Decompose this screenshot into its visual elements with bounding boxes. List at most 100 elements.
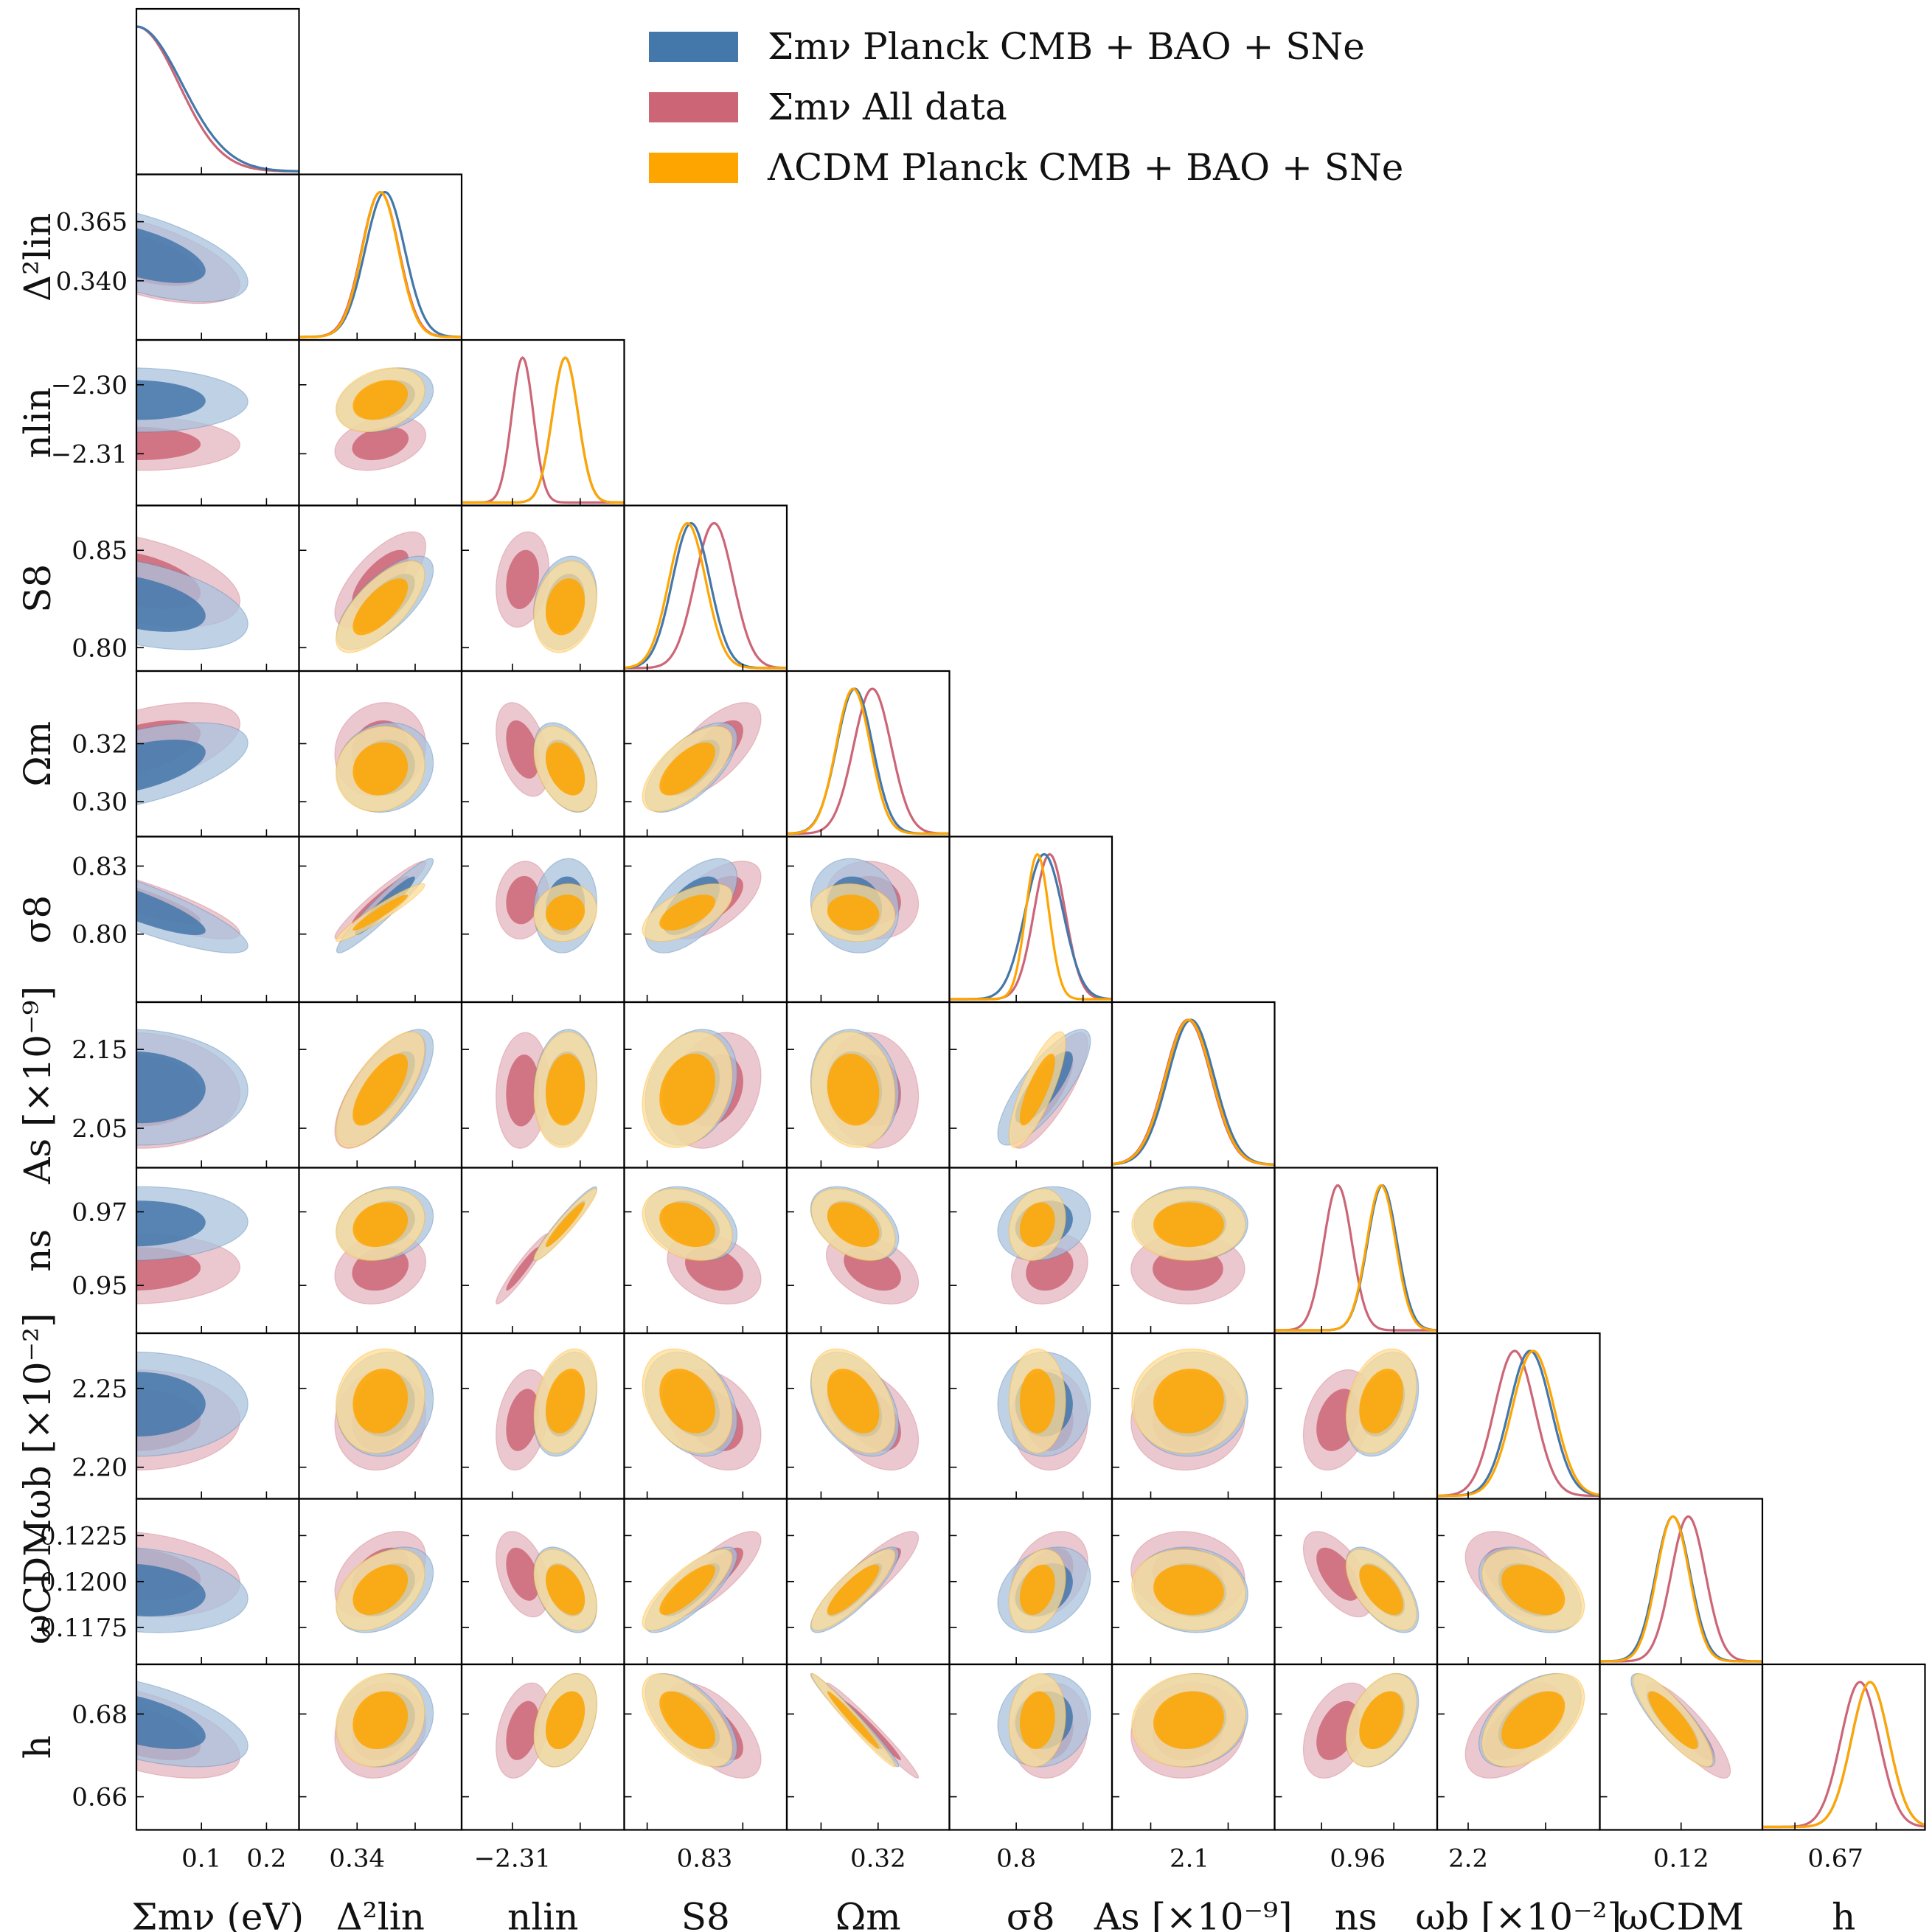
panel-sig8-mnu — [136, 879, 249, 953]
xtick-label-s8-0: 0.83 — [677, 1844, 733, 1874]
contour-om-h-series-2-level-2 — [827, 1691, 880, 1749]
contour-ns-oc-series-2-level-2 — [1359, 1564, 1403, 1616]
panel-h-ns — [1302, 1672, 1420, 1779]
panel-sig8-nlin — [496, 858, 597, 953]
panel-h-sig8 — [997, 1672, 1091, 1779]
contour-nlin-ob-series-1-level-2 — [506, 1389, 539, 1451]
contour-s8-om-series-2-level-2 — [659, 742, 715, 796]
panel-d2lin-d2lin — [299, 190, 462, 338]
legend-label-lcdm-planck: ΛCDM Planck CMB + BAO + SNe — [768, 146, 1404, 189]
xtick-label-om-0: 0.32 — [850, 1844, 906, 1874]
ytick-label-s8-0: 0.80 — [72, 633, 128, 663]
legend: Σmν Planck CMB + BAO + SNe Σmν All data … — [649, 16, 1403, 198]
panel-h-ob — [1464, 1672, 1585, 1779]
contour-s8-sig8-series-2-level-2 — [659, 894, 715, 931]
panel-oc-oc — [1599, 1515, 1762, 1663]
marginal-h-series-2 — [1762, 1681, 1925, 1829]
ytick-label-ns-1: 0.97 — [72, 1198, 128, 1227]
contour-sig8-oc-series-2-level-2 — [1019, 1564, 1055, 1616]
panel-ob-nlin — [496, 1348, 597, 1471]
ytick-label-nlin-0: −2.31 — [51, 439, 128, 469]
panel-as-om — [810, 1029, 920, 1149]
contour-nlin-h-series-2-level-2 — [546, 1691, 585, 1749]
panel-frame-as-as — [1111, 1001, 1276, 1169]
panel-as-mnu — [136, 1029, 249, 1149]
panel-ns-mnu — [136, 1186, 249, 1304]
panel-om-nlin — [496, 702, 597, 813]
panel-sig8-d2lin — [334, 858, 434, 953]
panel-nlin-nlin — [462, 355, 624, 504]
panel-s8-s8 — [624, 521, 787, 670]
ytick-label-oc-1: 0.1200 — [40, 1568, 128, 1597]
contour-mnu-om-series-0-level-2 — [136, 740, 206, 791]
xlabel-om: Ωm — [835, 1896, 901, 1932]
legend-swatch-nu-planck — [649, 31, 738, 62]
marginal-ns-series-0 — [1274, 1184, 1437, 1332]
ylabel-om: Ωm — [16, 721, 59, 787]
ylabel-d2lin: Δ²lin — [16, 213, 59, 302]
legend-label-nu-all: Σmν All data — [768, 86, 1007, 128]
marginal-ns-series-2 — [1274, 1184, 1437, 1332]
ylabel-sig8: σ8 — [16, 895, 59, 944]
panel-mnu-mnu — [136, 25, 299, 173]
panel-frame-oc-oc — [1599, 1498, 1764, 1666]
contour-as-ns-series-2-level-2 — [1153, 1202, 1224, 1248]
contour-d2lin-s8-series-2-level-2 — [352, 578, 409, 636]
xtick-label-as-0: 2.1 — [1170, 1844, 1209, 1874]
xlabel-d2lin: Δ²lin — [336, 1896, 425, 1932]
panel-oc-ob — [1464, 1531, 1585, 1633]
panel-ns-sig8 — [997, 1186, 1091, 1305]
ytick-label-sig8-0: 0.80 — [72, 920, 128, 950]
legend-swatch-nu-all — [649, 91, 738, 122]
contour-ns-ob-series-2-level-2 — [1359, 1369, 1403, 1434]
contour-nlin-ns-series-2-level-2 — [546, 1202, 585, 1248]
marginal-d2lin-series-1 — [299, 190, 462, 338]
panel-sig8-s8 — [642, 858, 762, 953]
contour-nlin-om-series-1-level-2 — [506, 720, 539, 779]
contour-d2lin-ns-series-2-level-2 — [352, 1202, 409, 1248]
contour-sig8-ns-series-2-level-2 — [1019, 1202, 1055, 1248]
contour-s8-ns-series-2-level-2 — [659, 1202, 715, 1248]
contour-ob-oc-series-2-level-2 — [1501, 1564, 1566, 1616]
contour-nlin-s8-series-2-level-2 — [546, 578, 585, 636]
panel-s8-mnu — [136, 536, 249, 650]
marginal-h-series-0 — [1762, 1681, 1925, 1829]
contour-ns-oc-series-1-level-2 — [1316, 1547, 1360, 1601]
xtick-label-mnu-1: 0.2 — [246, 1844, 286, 1874]
ylabel-ns: ns — [16, 1229, 59, 1272]
legend-item-lcdm-planck: ΛCDM Planck CMB + BAO + SNe — [649, 137, 1403, 198]
panel-sig8-sig8 — [949, 852, 1112, 1001]
ytick-label-nlin-1: −2.30 — [51, 371, 128, 400]
xtick-label-sig8-0: 0.8 — [996, 1844, 1036, 1874]
contour-mnu-d2lin-series-0-level-2 — [136, 228, 206, 283]
xlabel-mnu: Σmν (eV) — [131, 1896, 304, 1932]
ylabel-s8: S8 — [16, 564, 59, 613]
marginal-s8-series-1 — [624, 521, 787, 670]
panel-oc-nlin — [496, 1531, 597, 1633]
panel-nlin-d2lin — [334, 367, 434, 471]
ytick-label-ns-0: 0.95 — [72, 1271, 128, 1301]
contour-mnu-ob-series-0-level-2 — [136, 1372, 206, 1437]
panel-sig8-om — [810, 858, 920, 953]
xlabel-oc: ωCDM — [1619, 1896, 1744, 1932]
marginal-as-series-1 — [1112, 1018, 1274, 1166]
panel-frame-d2lin-d2lin — [298, 173, 463, 341]
marginal-om-series-1 — [787, 687, 949, 835]
panel-h-om — [810, 1672, 920, 1779]
panel-frame-h-h — [1761, 1663, 1926, 1831]
panel-ns-nlin — [496, 1186, 597, 1305]
panel-as-sig8 — [997, 1029, 1091, 1149]
panel-oc-d2lin — [334, 1531, 434, 1633]
marginal-mnu-series-1 — [136, 25, 299, 173]
ytick-label-as-0: 2.05 — [72, 1114, 128, 1144]
marginal-nlin-series-1 — [462, 355, 624, 504]
xlabel-s8: S8 — [681, 1896, 730, 1932]
legend-swatch-lcdm-planck — [649, 152, 738, 183]
contour-ob-h-series-2-level-2 — [1501, 1691, 1566, 1749]
marginal-s8-series-2 — [624, 521, 787, 670]
contour-nlin-sig8-series-2-level-2 — [546, 894, 585, 931]
marginal-d2lin-series-2 — [299, 190, 462, 338]
contour-oc-h-series-2-level-2 — [1648, 1691, 1698, 1749]
contour-nlin-ob-series-2-level-2 — [546, 1369, 585, 1434]
xtick-label-ns-0: 0.96 — [1330, 1844, 1386, 1874]
